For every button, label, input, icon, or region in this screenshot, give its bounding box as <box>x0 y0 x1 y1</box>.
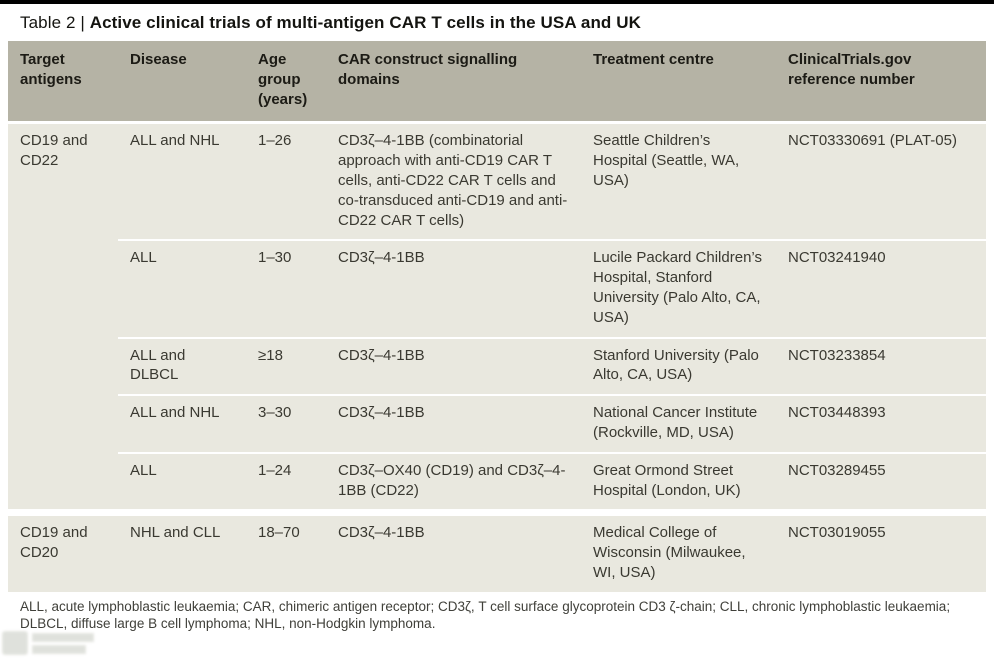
cell-car-construct: CD3ζ–4-1BB <box>326 336 581 395</box>
watermark <box>2 631 98 657</box>
col-header-age-group: Age group (years) <box>246 41 326 122</box>
cell-age: 18–70 <box>246 509 326 592</box>
col-header-car-construct: CAR construct signalling domains <box>326 41 581 122</box>
table-row: ALL 1–30 CD3ζ–4-1BB Lucile Packard Child… <box>8 239 986 337</box>
cell-age: 3–30 <box>246 394 326 452</box>
col-header-nct-reference: ClinicalTrials.gov reference number <box>776 41 986 122</box>
cell-disease: ALL and NHL <box>118 394 246 452</box>
table-row: CD19 and CD22 ALL and NHL 1–26 CD3ζ–4-1B… <box>8 121 986 510</box>
cell-car-construct: CD3ζ–OX40 (CD19) and CD3ζ–4-1BB (CD22) <box>326 451 581 510</box>
table-row: ALL and DLBCL ≥18 CD3ζ–4-1BB Stanford Un… <box>8 336 986 395</box>
top-rule <box>0 0 994 4</box>
cell-age: 1–26 <box>246 121 326 240</box>
col-header-treatment-centre: Treatment centre <box>581 41 776 122</box>
table-title: Table 2 | Active clinical trials of mult… <box>0 4 994 41</box>
table-title-text: Active clinical trials of multi-antigen … <box>89 13 641 32</box>
cell-car-construct: CD3ζ–4-1BB <box>326 509 581 592</box>
col-header-disease: Disease <box>118 41 246 122</box>
cell-nct-number: NCT03233854 <box>776 336 986 395</box>
cell-target-antigens: CD19 and CD20 <box>8 509 118 592</box>
cell-age: 1–24 <box>246 451 326 510</box>
cell-target-antigens: CD19 and CD22 <box>8 121 118 510</box>
col-header-target-antigens: Target antigens <box>8 41 118 122</box>
table-number-label: Table 2 | <box>20 13 90 32</box>
cell-disease: ALL and NHL <box>118 121 246 240</box>
cell-nct-number: NCT03330691 (PLAT-05) <box>776 121 986 240</box>
table-row: CD19 and CD20 NHL and CLL 18–70 CD3ζ–4-1… <box>8 509 986 592</box>
cell-nct-number: NCT03448393 <box>776 394 986 452</box>
cell-disease: NHL and CLL <box>118 509 246 592</box>
cell-treatment-centre: Stanford University (Palo Alto, CA, USA) <box>581 336 776 395</box>
cell-nct-number: NCT03241940 <box>776 239 986 337</box>
cell-treatment-centre: Lucile Packard Children’s Hospital, Stan… <box>581 239 776 337</box>
cell-age: ≥18 <box>246 336 326 395</box>
cell-disease: ALL <box>118 239 246 337</box>
cell-car-construct: CD3ζ–4-1BB <box>326 394 581 452</box>
header-row: Target antigens Disease Age group (years… <box>8 41 986 122</box>
cell-nct-number: NCT03019055 <box>776 509 986 592</box>
cell-age: 1–30 <box>246 239 326 337</box>
table-footnote: ALL, acute lymphoblastic leukaemia; CAR,… <box>20 598 951 632</box>
table-row: ALL 1–24 CD3ζ–OX40 (CD19) and CD3ζ–4-1BB… <box>8 451 986 510</box>
clinical-trials-table: Target antigens Disease Age group (years… <box>8 41 986 592</box>
cell-treatment-centre: National Cancer Institute (Rockville, MD… <box>581 394 776 452</box>
cell-car-construct: CD3ζ–4-1BB (combinatorial approach with … <box>326 121 581 240</box>
table-row: ALL and NHL 3–30 CD3ζ–4-1BB National Can… <box>8 394 986 452</box>
cell-nct-number: NCT03289455 <box>776 451 986 510</box>
cell-disease: ALL <box>118 451 246 510</box>
cell-disease: ALL and DLBCL <box>118 336 246 395</box>
cell-treatment-centre: Medical College of Wisconsin (Milwaukee,… <box>581 509 776 592</box>
cell-treatment-centre: Great Ormond Street Hospital (London, UK… <box>581 451 776 510</box>
cell-car-construct: CD3ζ–4-1BB <box>326 239 581 337</box>
cell-treatment-centre: Seattle Children’s Hospital (Seattle, WA… <box>581 121 776 240</box>
